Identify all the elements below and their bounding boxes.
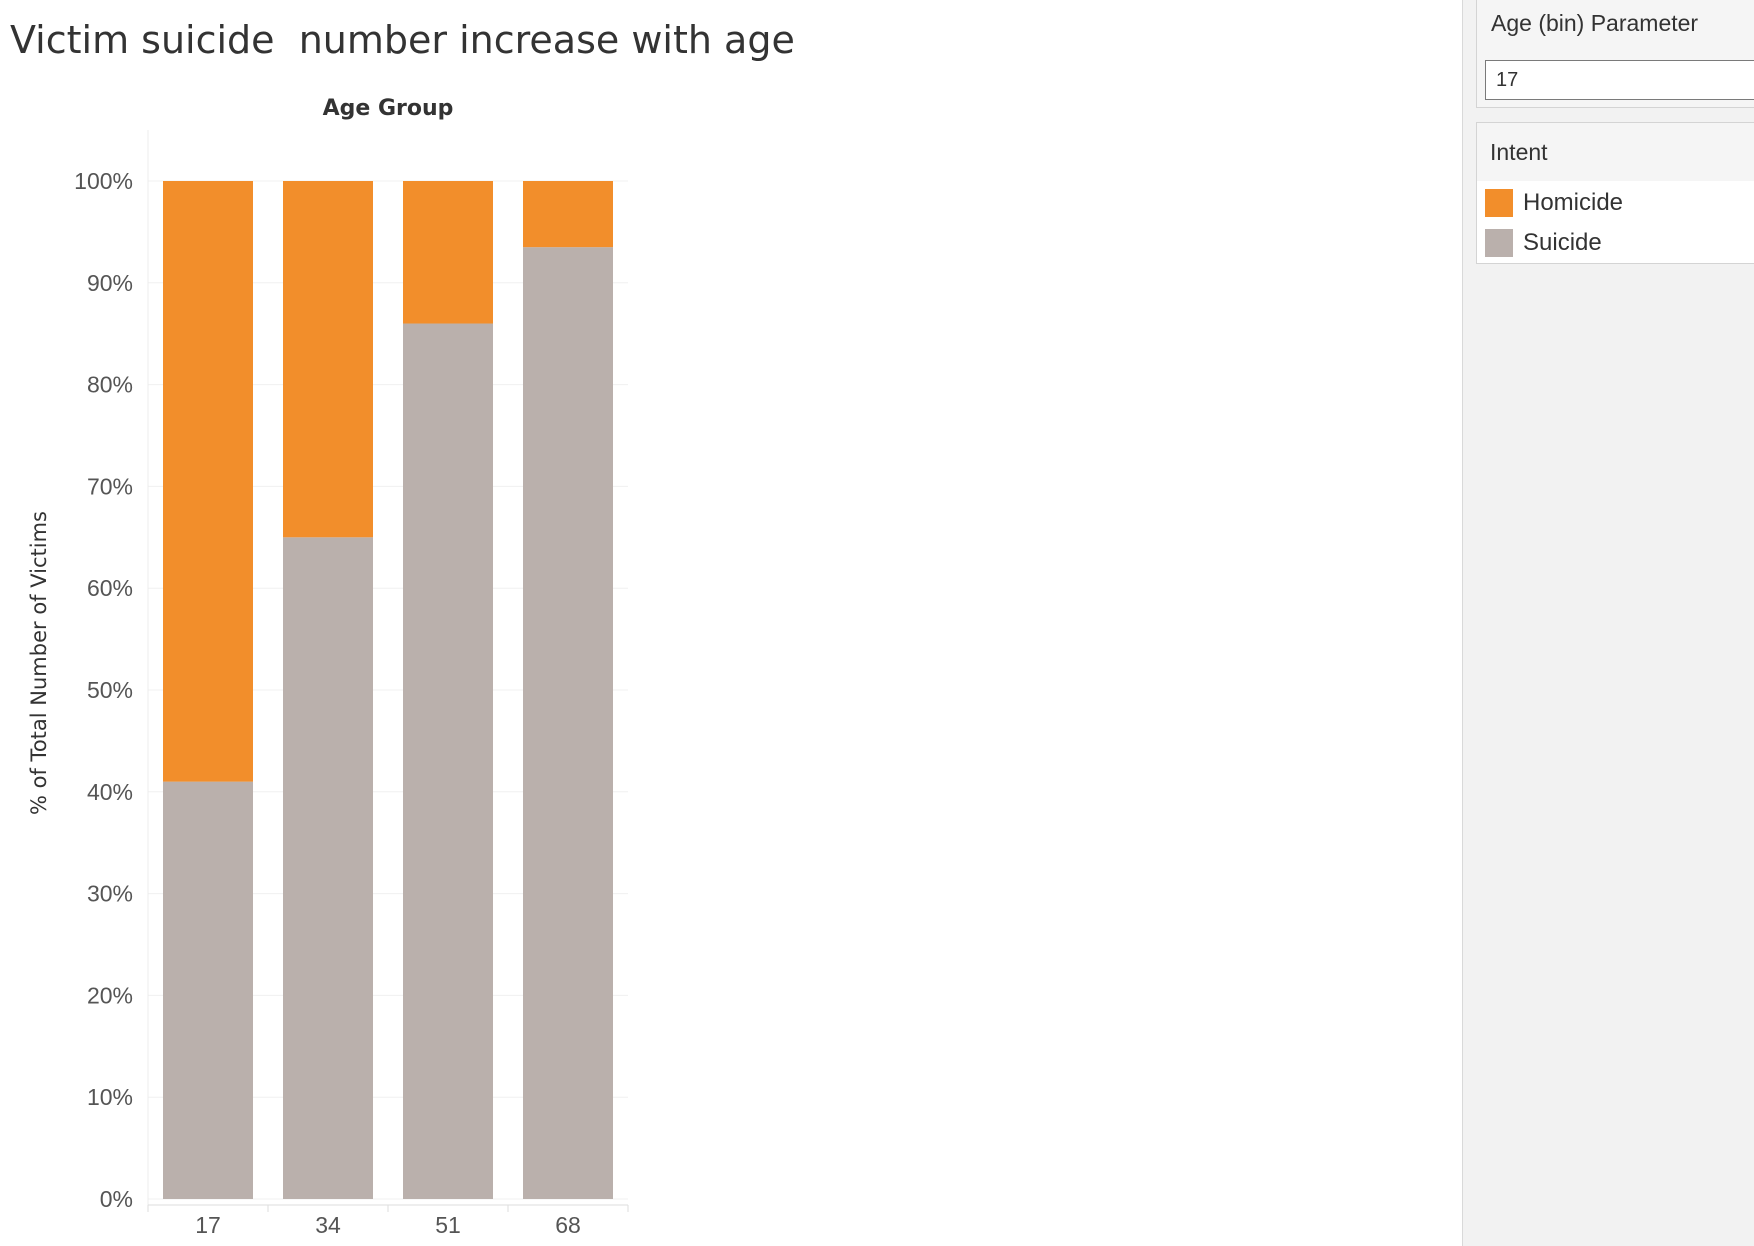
y-tick-label: 20% [87, 982, 133, 1008]
y-tick-label: 100% [74, 168, 133, 194]
y-tick-label: 40% [87, 779, 133, 805]
y-tick-label: 50% [87, 677, 133, 703]
x-tick-label: 17 [195, 1212, 221, 1238]
parameter-input[interactable]: 17 [1485, 60, 1754, 100]
chart-title: Victim suicide number increase with age [10, 18, 795, 62]
bar-homicide-51 [403, 181, 493, 324]
y-tick-label: 60% [87, 575, 133, 601]
parameter-control: Age (bin) Parameter 17 [1476, 0, 1754, 108]
x-tick-label: 34 [315, 1212, 341, 1238]
y-tick-label: 10% [87, 1084, 133, 1110]
y-tick-label: 30% [87, 881, 133, 907]
column-header: Age Group [322, 96, 454, 121]
y-tick-label: 70% [87, 473, 133, 499]
x-tick-label: 51 [435, 1212, 461, 1238]
bar-homicide-17 [163, 181, 253, 782]
legend-swatch-homicide [1485, 189, 1513, 217]
bar-suicide-34 [283, 537, 373, 1199]
legend-label-suicide: Suicide [1523, 229, 1602, 256]
x-tick-label: 68 [555, 1212, 581, 1238]
legend-label-homicide: Homicide [1523, 189, 1624, 216]
bar-homicide-34 [283, 181, 373, 538]
y-tick-label: 0% [100, 1186, 133, 1212]
bar-suicide-68 [523, 247, 613, 1200]
bar-homicide-68 [523, 181, 613, 248]
bar-suicide-51 [403, 323, 493, 1199]
y-tick-label: 80% [87, 372, 133, 398]
parameter-title: Age (bin) Parameter [1491, 10, 1699, 36]
chart-plot: 0% 10% 20% 30% 40% 50% 60% 70% 80% 90% 100% 17 34 51 6… [74, 130, 629, 1238]
legend-title: Intent [1477, 123, 1754, 181]
y-tick-label: 90% [87, 270, 133, 296]
legend-swatch-suicide [1485, 229, 1513, 257]
legend: Intent Homicide Suicide [1476, 122, 1754, 264]
bar-suicide-17 [163, 781, 253, 1199]
